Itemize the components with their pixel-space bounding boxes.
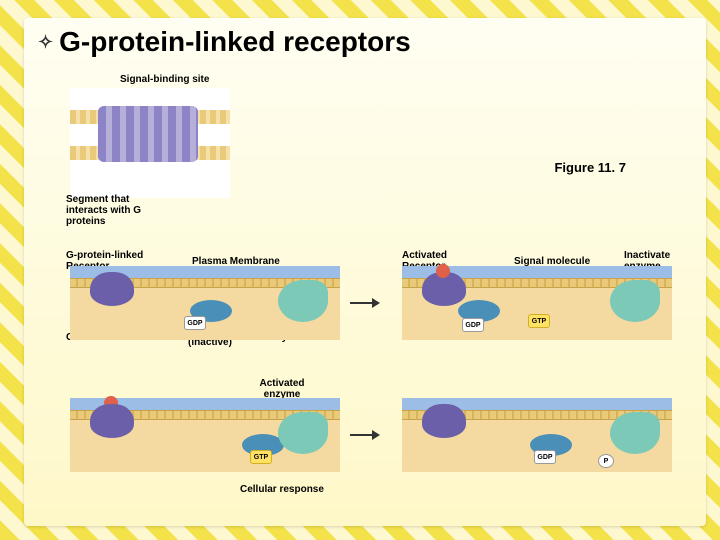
slide-title: ✧ G-protein-linked receptors [38,26,411,58]
slide-body: ✧ G-protein-linked receptors Figure 11. … [24,18,706,526]
gdp-badge: GDP [184,316,206,330]
panel-4-hydrolysis: GDP P [402,398,672,472]
gdp-badge: GDP [534,450,556,464]
panel-3-activated-enzyme: GTP [70,398,340,472]
panel-2-activated-receptor: GDP GTP [402,266,672,340]
enzyme-shape [278,280,328,322]
panel-1-inactive: GDP [70,266,340,340]
arrow-icon [350,302,374,304]
pi-badge: P [598,454,614,468]
bullet-icon: ✧ [38,32,53,53]
gtp-badge: GTP [250,450,272,464]
figure-number: Figure 11. 7 [554,160,626,175]
enzyme-shape [610,280,660,322]
signal-molecule-shape [436,264,450,278]
receptor-helices [98,106,198,162]
title-text: G-protein-linked receptors [59,26,411,58]
receptor-shape [90,272,134,306]
enzyme-shape [278,412,328,454]
gdp-badge: GDP [462,318,484,332]
label-activated-enzyme: Activated enzyme [252,378,312,400]
label-cellular-response: Cellular response [240,484,324,495]
label-signal-binding: Signal-binding site [120,74,209,85]
receptor-shape [422,404,466,438]
membrane-diagram [70,88,230,198]
gtp-badge: GTP [528,314,550,328]
label-segment: Segment that interacts with G proteins [66,194,146,227]
arrow-icon [350,434,374,436]
enzyme-shape [610,412,660,454]
receptor-shape [90,404,134,438]
